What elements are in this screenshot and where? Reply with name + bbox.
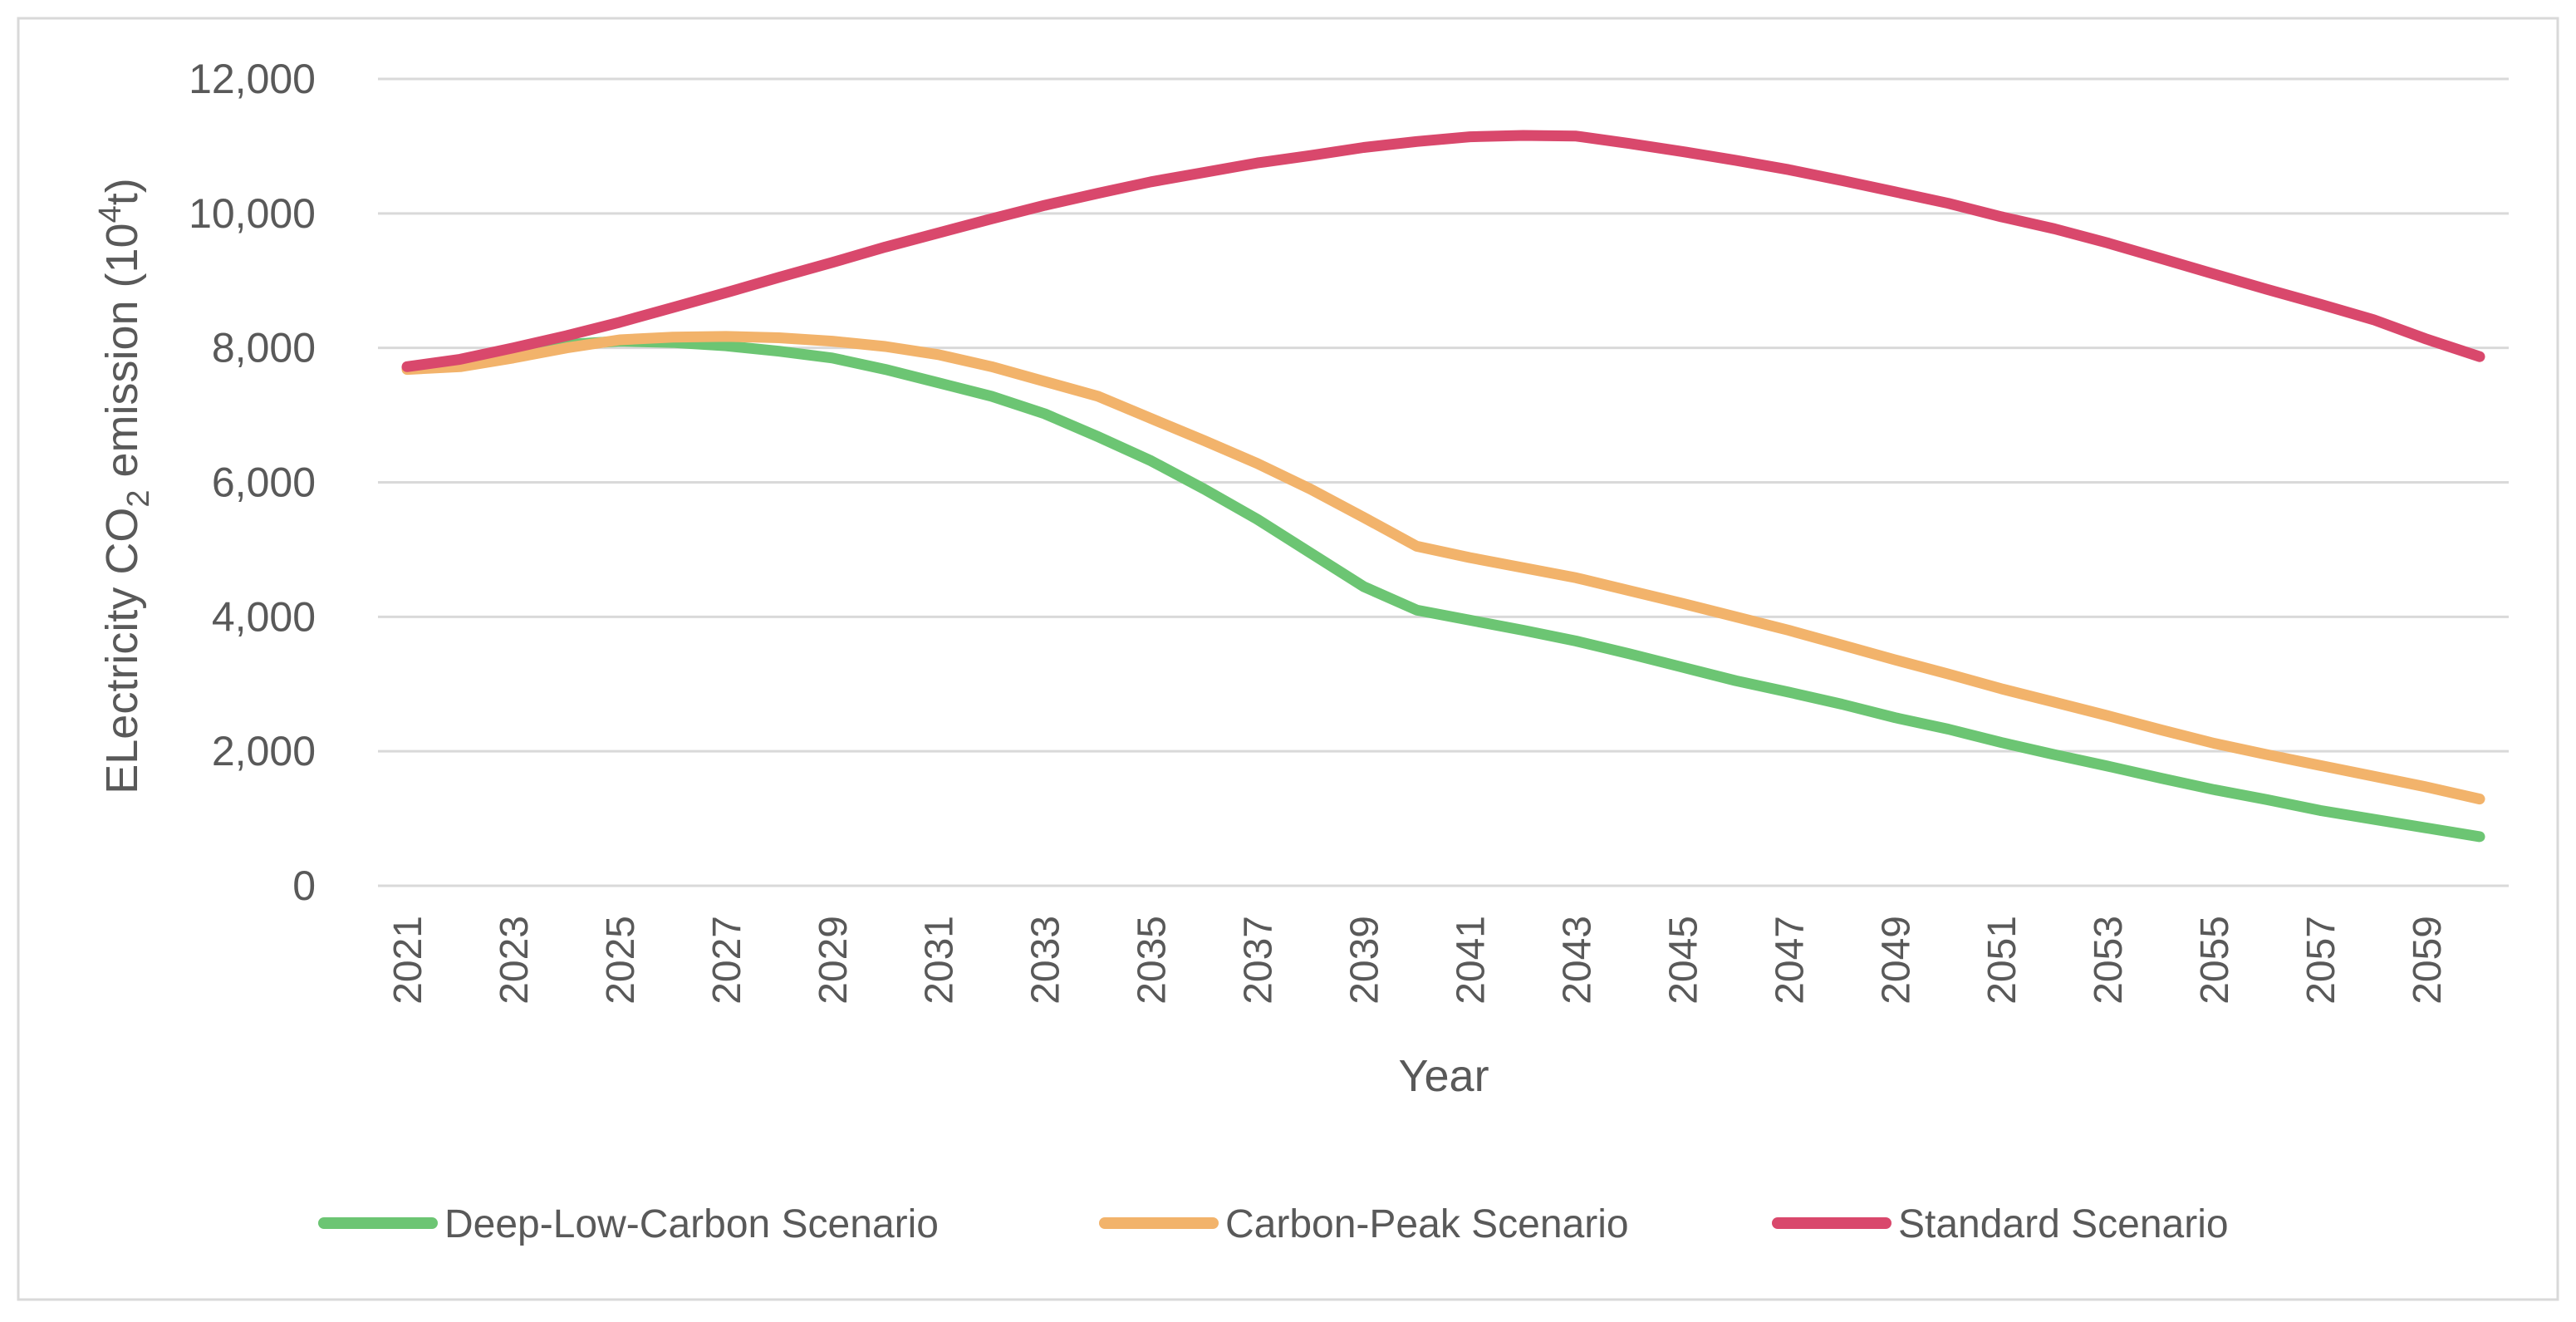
y-tick-label: 0	[292, 862, 316, 909]
y-axis-title-suffix: t)	[97, 178, 147, 205]
y-axis-title: ELectricity CO2 emission (104t)	[93, 178, 156, 794]
legend: Deep-Low-Carbon Scenario Carbon-Peak Scen…	[318, 1202, 2229, 1246]
x-tick-label: 2033	[1024, 916, 1068, 1005]
x-tick-label: 2027	[705, 916, 749, 1005]
x-tick-label: 2035	[1131, 916, 1175, 1005]
x-tick-label: 2057	[2299, 916, 2343, 1005]
y-tick-label: 2,000	[212, 728, 316, 774]
x-tick-label: 2029	[812, 916, 856, 1005]
x-tick-label: 2041	[1449, 916, 1493, 1005]
x-tick-label: 2051	[1980, 916, 2024, 1005]
legend-label: Carbon-Peak Scenario	[1225, 1202, 1629, 1246]
legend-label: Deep-Low-Carbon Scenario	[444, 1202, 939, 1246]
x-tick-label: 2049	[1874, 916, 1918, 1005]
y-tick-label: 10,000	[189, 190, 316, 237]
x-tick-label: 2047	[1768, 916, 1812, 1005]
x-tick-label: 2053	[2087, 916, 2131, 1005]
x-tick-label: 2023	[493, 916, 537, 1005]
x-tick-label: 2039	[1343, 916, 1387, 1005]
y-axis-title-middle: emission (10	[97, 223, 147, 489]
y-tick-label: 12,000	[189, 56, 316, 102]
x-tick-label: 2021	[386, 916, 430, 1005]
x-tick-label: 2045	[1661, 916, 1705, 1005]
series-line-1	[401, 336, 2485, 843]
x-tick-label: 2059	[2406, 916, 2450, 1005]
x-tick-label: 2031	[918, 916, 962, 1005]
y-axis-ticks: 0 2,000 4,000 6,000 8,000 10,000 12,000	[189, 56, 316, 909]
y-tick-label: 6,000	[212, 460, 316, 506]
series-line-3	[401, 130, 2485, 372]
x-tick-label: 2055	[2193, 916, 2237, 1005]
series-lines	[401, 130, 2485, 843]
y-axis-title-subscript: 2	[121, 490, 156, 508]
y-axis-title-prefix: ELectricity CO	[97, 508, 147, 794]
x-tick-label: 2043	[1555, 916, 1599, 1005]
x-tick-label: 2025	[599, 916, 643, 1005]
x-tick-label: 2037	[1237, 916, 1281, 1005]
y-tick-label: 4,000	[212, 593, 316, 640]
chart-border	[17, 17, 2559, 1301]
y-axis-title-superscript: 4	[93, 205, 128, 223]
legend-label: Standard Scenario	[1898, 1202, 2229, 1246]
series-line-2	[401, 331, 2485, 805]
y-tick-label: 8,000	[212, 325, 316, 371]
x-axis-ticks: 2021 2023 2025 2027 2029 2031 2033 2035 2037 2039…	[386, 916, 2450, 1005]
x-axis-title: Year	[1398, 1051, 1489, 1101]
